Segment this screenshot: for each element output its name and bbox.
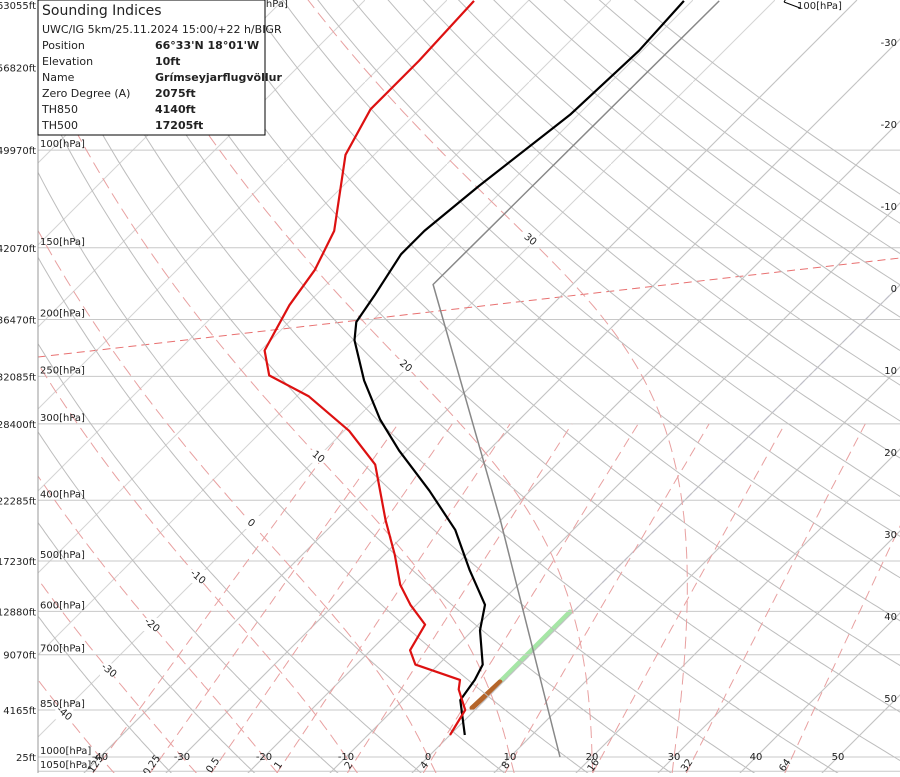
altitude-label: 49970ft xyxy=(0,146,36,157)
info-value: 17205ft xyxy=(155,119,203,132)
right-tick-label: 0 xyxy=(891,284,897,295)
info-value: 66°33'N 18°01'W xyxy=(155,39,259,52)
pressure-label: 1000[hPa] xyxy=(40,746,91,757)
pressure-label: 200[hPa] xyxy=(40,308,85,319)
pressure-label: 400[hPa] xyxy=(40,489,85,500)
altitude-label: 56820ft xyxy=(0,63,36,74)
right-tick-label: 50 xyxy=(884,694,897,705)
altitude-label: 32085ft xyxy=(0,372,36,383)
info-key: Position xyxy=(42,39,85,52)
altitude-label: 9070ft xyxy=(3,651,36,662)
right-tick-label: -30 xyxy=(881,38,897,49)
x-tick-label: -20 xyxy=(256,752,272,763)
info-subtitle: UWC/IG 5km/25.11.2024 15:00/+22 h/BIGR xyxy=(42,23,282,36)
info-title: Sounding Indices xyxy=(42,3,162,19)
info-key: Name xyxy=(42,71,75,84)
right-tick-label: 30 xyxy=(884,530,897,541)
pressure-label: 300[hPa] xyxy=(40,413,85,424)
altitude-label: 28400ft xyxy=(0,420,36,431)
right-tick-label: -10 xyxy=(881,202,897,213)
altitude-label: 17230ft xyxy=(0,557,36,568)
altitude-label: 42070ft xyxy=(0,244,36,255)
info-key: TH500 xyxy=(41,119,78,132)
right-tick-label: 40 xyxy=(884,612,897,623)
pressure-label: 600[hPa] xyxy=(40,600,85,611)
info-key: Zero Degree (A) xyxy=(42,87,130,100)
info-value: 10ft xyxy=(155,55,180,68)
pressure-label: 250[hPa] xyxy=(40,365,85,376)
altitude-label: 12880ft xyxy=(0,607,36,618)
altitude-label: 36470ft xyxy=(0,315,36,326)
x-tick-label: 0 xyxy=(425,752,431,763)
pressure-label: 100[hPa] xyxy=(40,139,85,150)
right-tick-label: 20 xyxy=(884,448,897,459)
info-key: Elevation xyxy=(42,55,93,68)
pressure-label: 150[hPa] xyxy=(40,237,85,248)
top-left-label: [hPa] xyxy=(262,0,288,10)
right-tick-label: 10 xyxy=(884,366,897,377)
x-tick-label: 30 xyxy=(668,752,681,763)
altitude-label: 63055ft xyxy=(0,1,36,12)
info-value: Grímseyjarflugvöllur xyxy=(155,71,282,84)
altitude-label: 25ft xyxy=(16,753,36,764)
info-box: Sounding Indices UWC/IG 5km/25.11.2024 1… xyxy=(38,0,282,135)
altitude-label: 4165ft xyxy=(3,706,36,717)
info-value: 4140ft xyxy=(155,103,196,116)
pressure-label: 700[hPa] xyxy=(40,644,85,655)
info-key: TH850 xyxy=(41,103,78,116)
pressure-label: 850[hPa] xyxy=(40,699,85,710)
pressure-label: 500[hPa] xyxy=(40,550,85,561)
info-value: 2075ft xyxy=(155,87,196,100)
x-tick-label: 50 xyxy=(832,752,845,763)
x-tick-label: 40 xyxy=(750,752,763,763)
wind-top-label: 100[hPa] xyxy=(797,1,842,12)
pressure-label: 1050[hPa] xyxy=(40,760,91,771)
right-tick-label: -20 xyxy=(881,120,897,131)
altitude-label: 22285ft xyxy=(0,496,36,507)
x-tick-label: -30 xyxy=(174,752,190,763)
